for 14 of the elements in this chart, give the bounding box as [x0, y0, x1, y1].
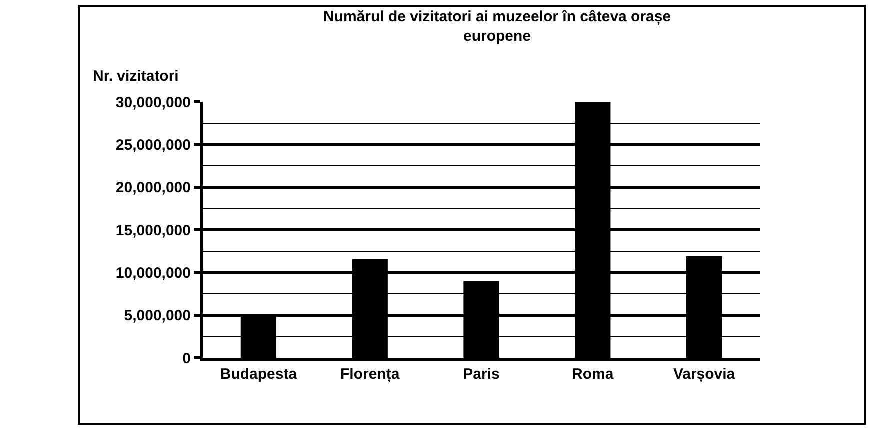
- y-tick-label: 25,000,000: [116, 136, 191, 154]
- x-tick-label: Paris: [463, 366, 500, 383]
- x-tick-label: Varșovia: [673, 366, 736, 383]
- x-tick-label: Budapesta: [220, 366, 298, 383]
- y-tick-label: 20,000,000: [116, 180, 191, 197]
- x-tick-label: Florența: [340, 366, 400, 383]
- y-axis-title: Nr. vizitatori: [93, 68, 179, 85]
- y-tick-label: 5,000,000: [124, 308, 191, 325]
- y-tick-label: 0: [182, 350, 191, 368]
- y-tick-label: 10,000,000: [116, 264, 191, 282]
- y-tick-label: 30,000,000: [116, 94, 191, 112]
- y-tick-label: 15,000,000: [116, 222, 191, 240]
- x-tick-label: Roma: [572, 366, 614, 383]
- chart-title: Numărul de vizitatori ai muzeelor în câteva orașe europene: [323, 8, 672, 45]
